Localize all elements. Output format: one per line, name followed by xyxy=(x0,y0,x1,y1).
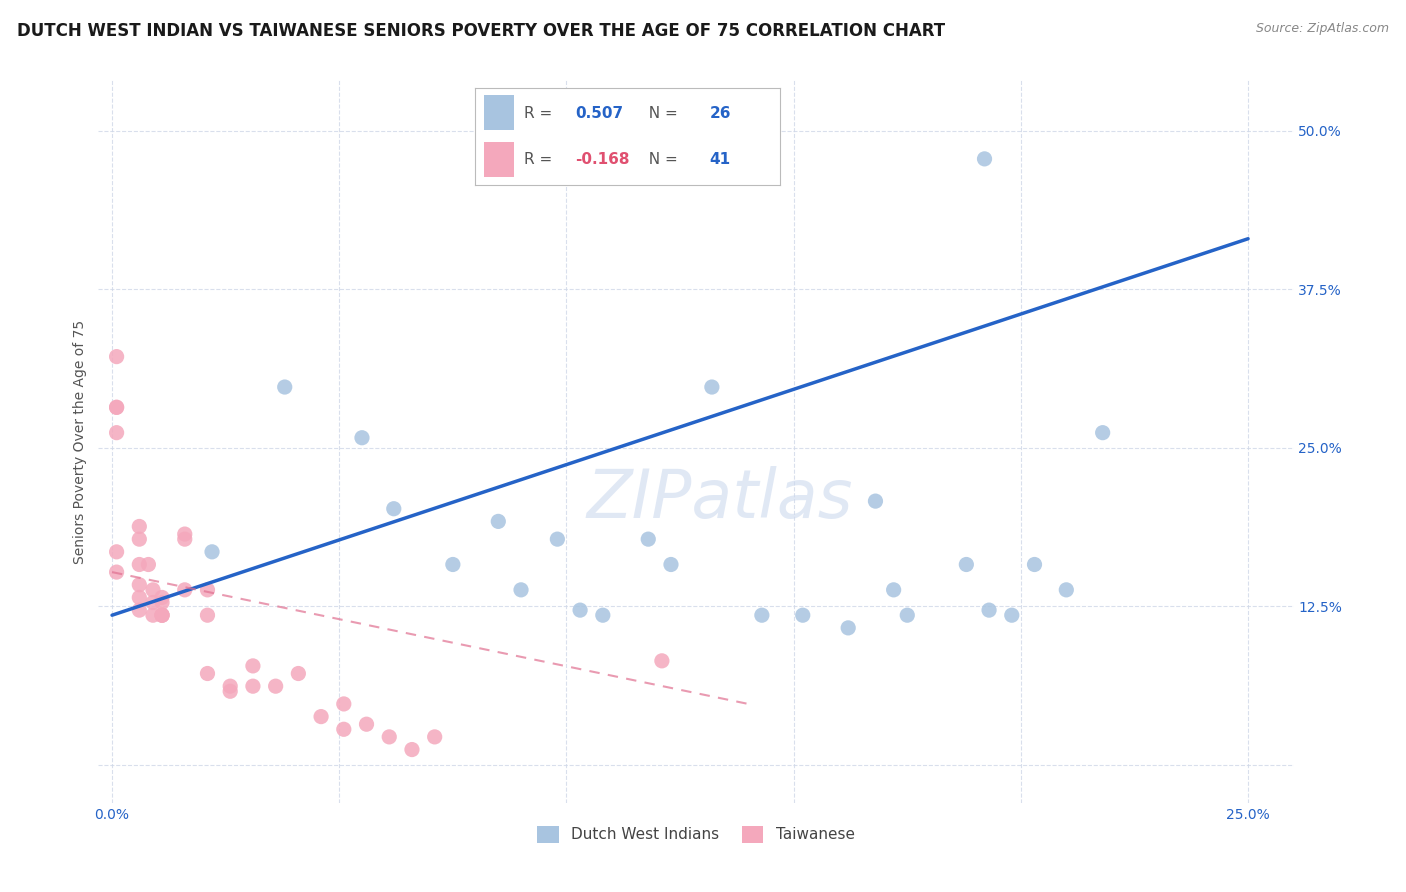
Point xyxy=(150,591,173,605)
Point xyxy=(955,558,977,572)
Point xyxy=(128,558,150,572)
Point xyxy=(751,608,773,623)
Point xyxy=(173,532,195,546)
Point xyxy=(197,666,219,681)
Point xyxy=(350,431,373,445)
Point xyxy=(441,558,464,572)
Point xyxy=(423,730,446,744)
Point xyxy=(356,717,378,731)
Point xyxy=(142,595,165,609)
Point xyxy=(973,152,995,166)
Point xyxy=(382,501,405,516)
Point xyxy=(150,608,173,623)
Point xyxy=(333,723,356,737)
Point xyxy=(173,582,195,597)
Point xyxy=(865,494,887,508)
Point xyxy=(242,679,264,693)
Point xyxy=(274,380,297,394)
Point xyxy=(651,654,673,668)
Point xyxy=(883,582,905,597)
Point xyxy=(792,608,814,623)
Point xyxy=(219,684,242,698)
Point xyxy=(150,595,173,609)
Point xyxy=(486,515,509,529)
Point xyxy=(173,527,195,541)
Point xyxy=(1054,582,1077,597)
Point xyxy=(105,565,128,579)
Point xyxy=(197,582,219,597)
Point xyxy=(287,666,309,681)
Point xyxy=(309,709,332,723)
Point xyxy=(637,532,659,546)
Text: DUTCH WEST INDIAN VS TAIWANESE SENIORS POVERTY OVER THE AGE OF 75 CORRELATION CH: DUTCH WEST INDIAN VS TAIWANESE SENIORS P… xyxy=(17,22,945,40)
Point xyxy=(1091,425,1114,440)
Point xyxy=(201,545,224,559)
Point xyxy=(592,608,614,623)
Text: ZIPatlas: ZIPatlas xyxy=(586,467,853,533)
Point xyxy=(128,578,150,592)
Point xyxy=(105,545,128,559)
Text: Source: ZipAtlas.com: Source: ZipAtlas.com xyxy=(1256,22,1389,36)
Point xyxy=(569,603,592,617)
Point xyxy=(242,659,264,673)
Point xyxy=(150,608,173,623)
Point xyxy=(977,603,1000,617)
Point xyxy=(219,679,242,693)
Point xyxy=(128,591,150,605)
Point xyxy=(138,558,160,572)
Point xyxy=(378,730,401,744)
Point xyxy=(105,401,128,415)
Point xyxy=(150,608,173,623)
Point xyxy=(546,532,568,546)
Point xyxy=(142,582,165,597)
Point xyxy=(700,380,723,394)
Point xyxy=(1001,608,1024,623)
Point xyxy=(333,697,356,711)
Point xyxy=(128,532,150,546)
Point xyxy=(510,582,533,597)
Point xyxy=(837,621,859,635)
Point xyxy=(659,558,682,572)
Point xyxy=(264,679,287,693)
Legend: Dutch West Indians, Taiwanese: Dutch West Indians, Taiwanese xyxy=(531,820,860,849)
Point xyxy=(197,608,219,623)
Y-axis label: Seniors Poverty Over the Age of 75: Seniors Poverty Over the Age of 75 xyxy=(73,319,87,564)
Point xyxy=(128,519,150,533)
Point xyxy=(128,603,150,617)
Point xyxy=(105,350,128,364)
Point xyxy=(401,742,423,756)
Point xyxy=(1024,558,1046,572)
Point xyxy=(105,425,128,440)
Point xyxy=(142,608,165,623)
Point xyxy=(105,401,128,415)
Point xyxy=(896,608,918,623)
